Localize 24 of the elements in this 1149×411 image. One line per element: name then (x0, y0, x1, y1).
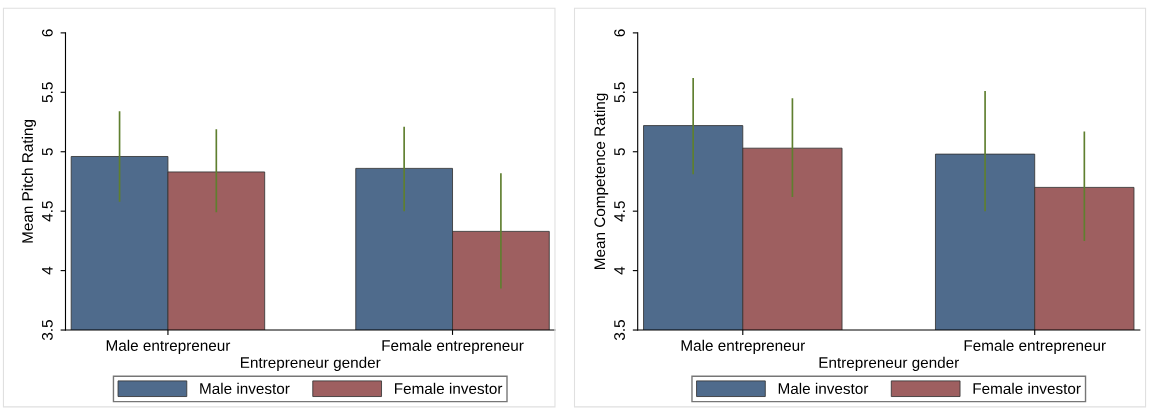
y-tick-label: 5.5 (614, 82, 625, 103)
x-tick-label: Male entrepreneur (681, 339, 805, 354)
y-tick-label: 5 (42, 148, 53, 156)
y-tick-label: 3.5 (614, 320, 625, 341)
y-tick-label: 3.5 (41, 320, 53, 341)
legend-label: Male investor (778, 382, 869, 395)
legend-label: Female investor (973, 382, 1081, 395)
x-tick-label: Female entrepreneur (382, 339, 524, 354)
y-tick-label: 6 (41, 29, 53, 37)
y-tick-label: 4 (614, 266, 625, 275)
legend-label: Female investor (395, 382, 503, 395)
y-tick-label: 6 (614, 29, 625, 37)
x-tick-label: Female entrepreneur (964, 339, 1106, 354)
y-axis-title: Mean Competence Rating (593, 93, 609, 269)
y-axis-title: Mean Pitch Rating (21, 120, 36, 243)
y-tick-label: 5.5 (42, 82, 53, 103)
y-tick-label: 4.5 (614, 201, 625, 222)
x-axis-title: Entrepreneur gender (240, 356, 381, 372)
legend-label: Male investor (200, 382, 290, 395)
x-axis-title: Entrepreneur gender (819, 356, 959, 372)
x-tick-label: Male entrepreneur (106, 339, 231, 354)
y-tick-label: 5 (614, 148, 625, 156)
y-tick-label: 4 (42, 266, 53, 275)
y-tick-label: 4.5 (42, 201, 53, 222)
